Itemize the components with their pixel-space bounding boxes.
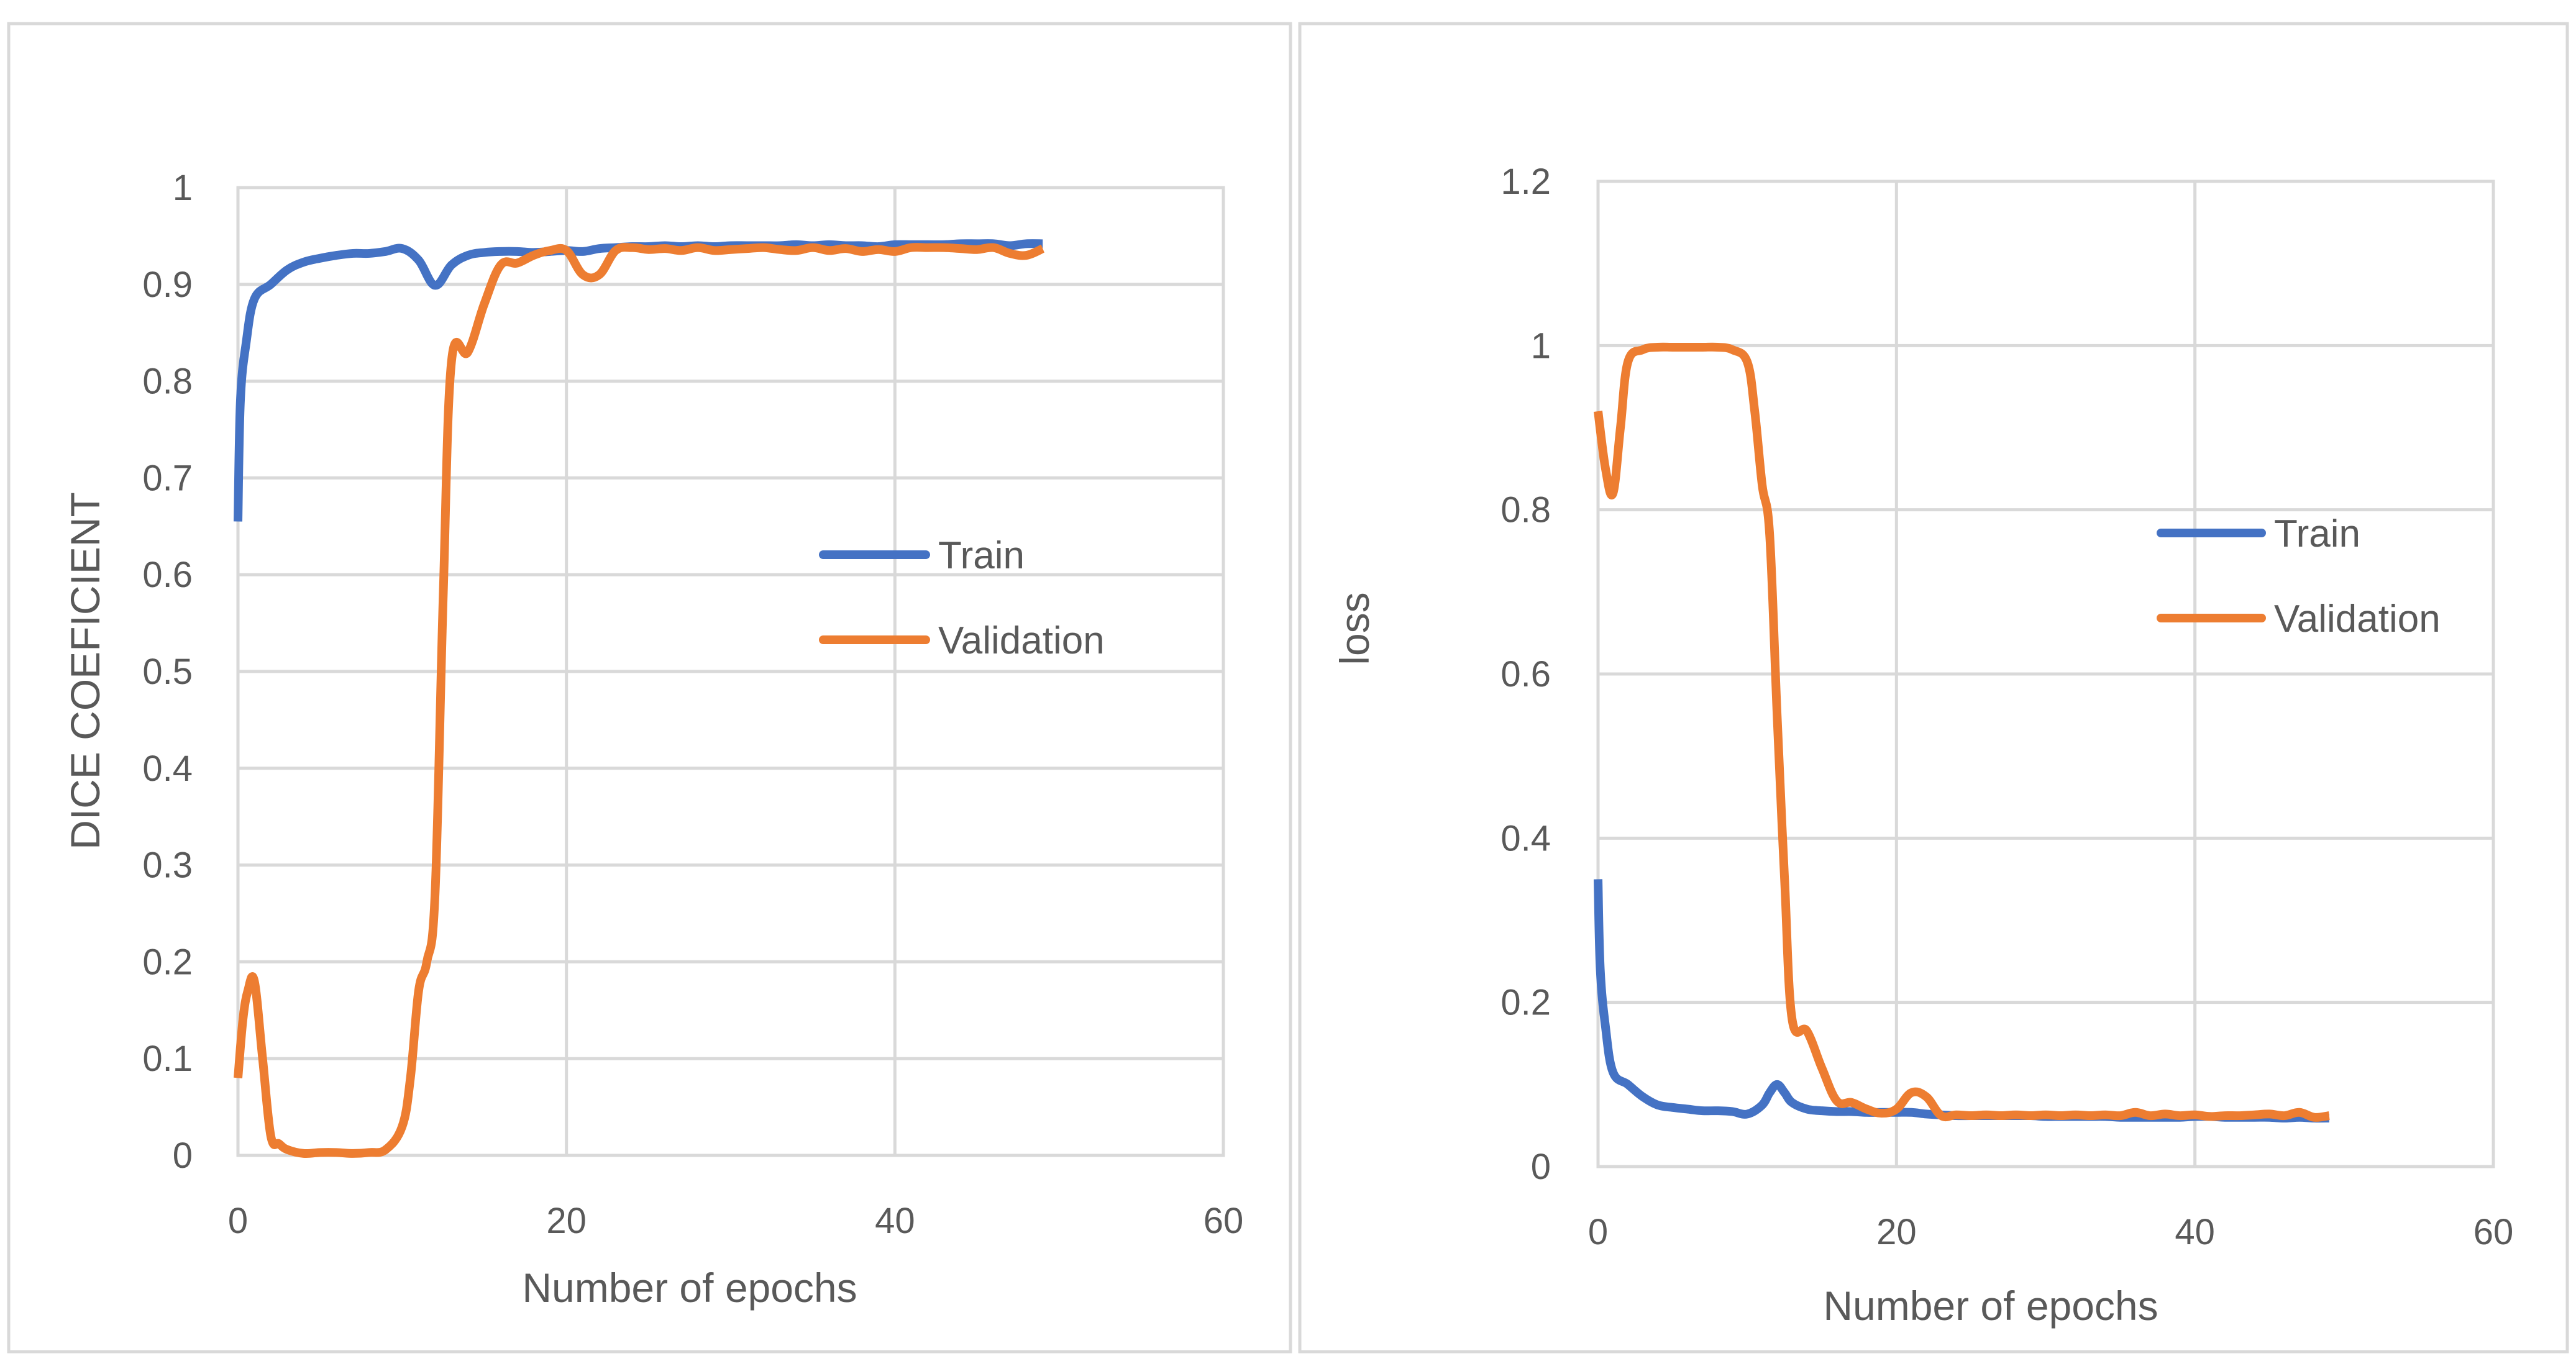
y-tick-label: 0 xyxy=(173,1136,193,1176)
left-chart-frame xyxy=(7,22,1292,1354)
y-tick-label: 0.2 xyxy=(142,942,193,982)
dice-coefficient-chart: 0 0.1 0.2 0.3 0.4 0.5 0.6 0.7 0.8 0.9 1 0 20 40 60 Numb… xyxy=(62,168,1243,1311)
x-tick-label: 0 xyxy=(1588,1212,1608,1252)
x-tick-label: 40 xyxy=(2175,1212,2215,1252)
y-tick-label: 0.3 xyxy=(142,845,193,886)
y-tick-label: 1.2 xyxy=(1500,162,1551,202)
y-tick-label: 0.7 xyxy=(142,458,193,498)
y-axis-title: loss xyxy=(1331,592,1377,665)
y-tick-label: 0.8 xyxy=(1500,490,1551,530)
legend-label-train: Train xyxy=(2274,512,2360,555)
y-tick-label: 1 xyxy=(1531,325,1551,366)
y-axis-title: DICE COEFICIENT xyxy=(62,492,108,850)
x-axis-title: Number of epochs xyxy=(522,1265,857,1311)
x-tick-label: 40 xyxy=(875,1201,915,1241)
y-tick-label: 0.4 xyxy=(1500,818,1551,858)
loss-chart: 0 0.2 0.4 0.6 0.8 1 1.2 0 20 40 60 Number of epochs… xyxy=(1331,162,2513,1329)
legend-label-validation: Validation xyxy=(2274,598,2441,640)
y-tick-label: 0.2 xyxy=(1500,983,1551,1023)
x-tick-label: 0 xyxy=(228,1201,248,1241)
y-tick-label: 0.5 xyxy=(142,652,193,692)
x-tick-label: 60 xyxy=(2473,1212,2514,1252)
y-tick-label: 1 xyxy=(173,168,193,208)
y-tick-label: 0.4 xyxy=(142,749,193,789)
legend-label-validation: Validation xyxy=(938,619,1105,662)
x-tick-label: 20 xyxy=(1876,1212,1917,1252)
series-line-validation xyxy=(1594,342,2330,1122)
y-tick-label: 0.1 xyxy=(142,1039,193,1079)
y-tick-label: 0 xyxy=(1531,1147,1551,1187)
y-tick-label: 0.8 xyxy=(142,362,193,402)
x-tick-label: 60 xyxy=(1204,1201,1244,1241)
y-tick-label: 0.6 xyxy=(1500,654,1551,694)
series-line-validation xyxy=(234,243,1045,1158)
y-tick-label: 0.9 xyxy=(142,265,193,305)
legend-label-train: Train xyxy=(938,534,1025,577)
x-tick-label: 20 xyxy=(546,1201,587,1241)
y-tick-label: 0.6 xyxy=(142,555,193,595)
right-chart-frame xyxy=(1298,22,2569,1354)
x-axis-title: Number of epochs xyxy=(1823,1283,2158,1329)
